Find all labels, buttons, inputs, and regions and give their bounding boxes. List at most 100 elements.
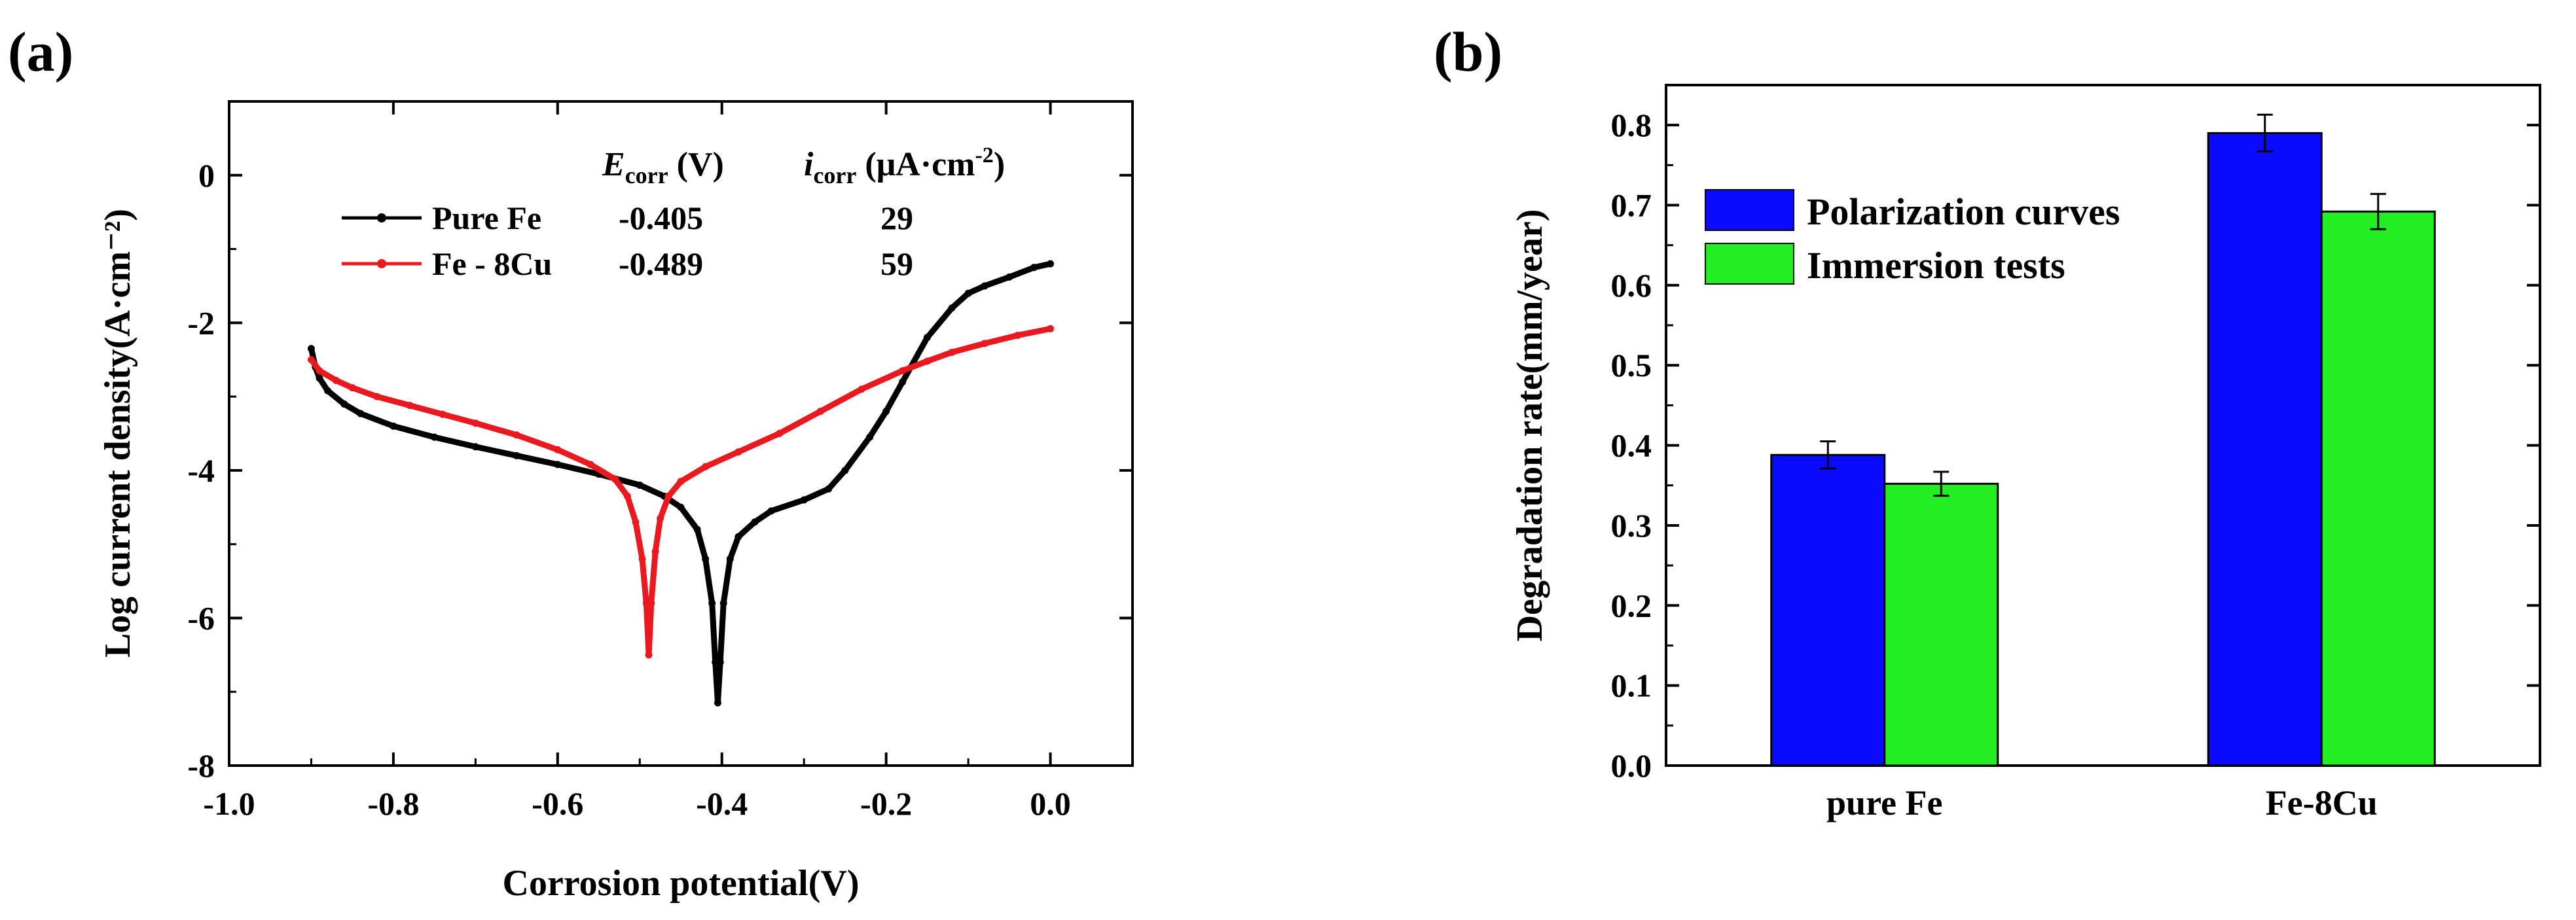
y-tick-label: 0.2	[1611, 587, 1652, 624]
data-point-pure-fe	[712, 658, 719, 666]
icorr-close: )	[994, 146, 1005, 183]
data-point-fe-8cu	[981, 340, 989, 347]
data-point-pure-fe	[1006, 273, 1013, 281]
data-point-pure-fe	[714, 699, 721, 707]
data-point-fe-8cu	[623, 492, 631, 500]
bars-group	[1770, 113, 2436, 767]
data-point-pure-fe	[751, 518, 759, 526]
y-tick-label: -2	[187, 304, 215, 341]
y-tick-label: 0.6	[1611, 267, 1652, 304]
data-point-pure-fe	[1047, 260, 1055, 268]
x-tick-label: -0.6	[532, 785, 583, 822]
data-point-pure-fe	[554, 461, 562, 469]
icorr-unit: (μA·cm	[856, 146, 975, 183]
data-point-pure-fe	[923, 334, 931, 342]
ecorr-subscript: corr	[625, 162, 668, 188]
data-point-fe-8cu	[316, 367, 323, 375]
data-point-fe-8cu	[632, 518, 640, 526]
legend-label-polarization: Polarization curves	[1807, 190, 2120, 233]
data-point-pure-fe	[1030, 264, 1038, 272]
data-point-fe-8cu	[439, 410, 446, 418]
x-tick-label: 0.0	[1030, 785, 1071, 822]
data-point-pure-fe	[841, 467, 849, 474]
data-point-pure-fe	[471, 443, 479, 451]
data-point-pure-fe	[357, 410, 365, 417]
legend-label-fe-8cu: Fe - 8Cu	[432, 245, 552, 282]
data-point-fe-8cu	[406, 402, 414, 410]
data-point-pure-fe	[513, 451, 520, 459]
x-tick-label: -0.8	[367, 785, 419, 822]
ecorr-unit: (V)	[668, 146, 724, 183]
icorr-value-fe-8cu: 59	[880, 245, 913, 282]
data-point-fe-8cu	[899, 367, 907, 375]
icorr-superscript: -2	[975, 143, 993, 168]
data-point-fe-8cu	[948, 348, 956, 356]
panel-a-label: (a)	[8, 20, 73, 83]
data-point-fe-8cu	[657, 514, 664, 522]
plot-frame	[228, 100, 1134, 767]
data-point-pure-fe	[324, 387, 332, 395]
icorr-symbol: i	[804, 146, 814, 183]
data-point-pure-fe	[307, 345, 315, 353]
icorr-header: icorr (μA·cm-2)	[804, 143, 1005, 188]
data-point-fe-8cu	[858, 385, 865, 393]
y-tick-label: 0.5	[1611, 347, 1652, 383]
data-point-pure-fe	[981, 282, 989, 290]
data-point-pure-fe	[964, 289, 972, 297]
series-group	[307, 260, 1055, 707]
data-point-fe-8cu	[1013, 332, 1021, 340]
data-point-fe-8cu	[307, 356, 315, 364]
data-point-pure-fe	[767, 507, 775, 515]
data-point-fe-8cu	[1047, 325, 1055, 332]
x-tick-label: Fe-8Cu	[2266, 783, 2378, 823]
data-point-pure-fe	[948, 304, 956, 312]
legend-table: Ecorr (V) icorr (μA·cm-2) Pure Fe -0.405…	[342, 143, 1005, 282]
data-point-pure-fe	[636, 481, 644, 489]
data-point-pure-fe	[702, 555, 710, 563]
data-point-fe-8cu	[816, 408, 824, 416]
data-point-pure-fe	[693, 525, 701, 533]
data-point-pure-fe	[882, 408, 890, 416]
icorr-subscript: corr	[813, 162, 856, 188]
bar-polarization-curves-fe-8cu	[2207, 132, 2323, 767]
y-tick-label: 0.8	[1611, 107, 1652, 143]
panel-b-label: (b)	[1434, 20, 1502, 83]
x-tick-label: -0.4	[696, 785, 748, 822]
data-point-pure-fe	[431, 433, 439, 441]
legend-swatch-immersion	[1705, 243, 1794, 285]
data-point-pure-fe	[719, 599, 727, 607]
x-tick-label: pure Fe	[1826, 783, 1942, 823]
data-point-fe-8cu	[651, 548, 659, 556]
y-tick-label: -8	[187, 747, 215, 784]
data-point-fe-8cu	[471, 419, 479, 427]
bar-immersion-tests-fe-8cu	[2320, 210, 2436, 767]
data-point-fe-8cu	[373, 393, 381, 400]
legend-marker-fe-8cu	[377, 259, 386, 268]
data-point-fe-8cu	[735, 448, 742, 456]
y-tick-label: 0.7	[1611, 187, 1652, 224]
data-point-fe-8cu	[554, 446, 562, 453]
y-tick-label: -6	[187, 599, 215, 636]
data-point-fe-8cu	[348, 384, 356, 392]
data-point-fe-8cu	[587, 461, 594, 469]
bar-immersion-tests-pure-fe	[1883, 482, 1999, 767]
data-point-fe-8cu	[664, 492, 672, 500]
y-tick-label: 0.3	[1611, 507, 1652, 544]
data-point-fe-8cu	[611, 475, 619, 483]
data-point-fe-8cu	[513, 431, 520, 439]
legend-swatch-polarization	[1705, 189, 1794, 231]
data-point-pure-fe	[340, 400, 348, 408]
data-point-pure-fe	[800, 496, 808, 504]
bar-polarization-curves-pure-fe	[1770, 453, 1886, 767]
ecorr-value-pure-fe: -0.405	[619, 200, 703, 236]
y-tick-label: 0.4	[1611, 427, 1652, 464]
y-axis-title: Degradation rate(mm/year)	[1510, 209, 1550, 642]
data-point-fe-8cu	[776, 430, 784, 437]
data-point-fe-8cu	[642, 599, 650, 607]
data-point-fe-8cu	[702, 463, 710, 470]
x-tick-label: -1.0	[203, 785, 255, 822]
axis-ticks: -1.0 -0.8 -0.6 -0.4 -0.2 0.0 -8 -6 -4 -2 0	[187, 101, 1133, 822]
data-point-pure-fe	[716, 658, 724, 666]
icorr-value-pure-fe: 29	[880, 200, 913, 236]
